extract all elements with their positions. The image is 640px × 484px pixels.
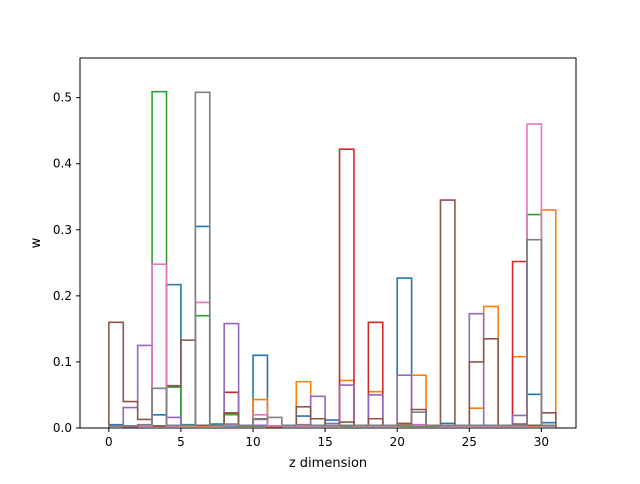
y-tick-label: 0.0 [53, 421, 72, 435]
y-tick-label: 0.4 [53, 157, 72, 171]
y-tick-label: 0.3 [53, 223, 72, 237]
x-axis-label: z dimension [289, 456, 367, 471]
series-6-step-line [108, 123, 557, 428]
x-tick-label: 0 [105, 435, 113, 449]
x-tick-label: 20 [390, 435, 405, 449]
x-tick-label: 5 [177, 435, 185, 449]
y-tick-label: 0.2 [53, 289, 72, 303]
x-tick-label: 15 [317, 435, 332, 449]
axes-frame [79, 57, 577, 429]
y-axis-label: w [29, 237, 44, 248]
y-axis-ticks: 0.0 0.1 0.2 0.3 0.4 0.5 [53, 91, 80, 435]
series-0-step-line [108, 225, 557, 428]
series-4-step-line [108, 312, 557, 428]
y-tick-label: 0.5 [53, 91, 72, 105]
series-5-step-line [108, 199, 557, 428]
x-tick-label: 30 [534, 435, 549, 449]
x-axis-ticks: 0 5 10 15 20 25 30 [105, 428, 549, 449]
x-tick-label: 10 [245, 435, 260, 449]
series-layer [108, 90, 557, 428]
y-tick-label: 0.1 [53, 355, 72, 369]
series-1-step-line [108, 209, 557, 428]
x-tick-label: 25 [462, 435, 477, 449]
series-2-step-line [108, 90, 557, 428]
series-7-step-line [108, 91, 557, 428]
